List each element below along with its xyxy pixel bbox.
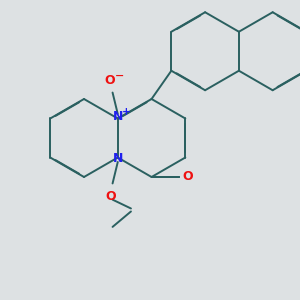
Text: N: N (112, 110, 123, 124)
Text: O: O (104, 74, 115, 87)
Text: −: − (115, 71, 124, 81)
Text: O: O (182, 170, 193, 184)
Text: O: O (106, 190, 116, 202)
Text: +: + (122, 107, 130, 117)
Text: N: N (112, 152, 123, 166)
